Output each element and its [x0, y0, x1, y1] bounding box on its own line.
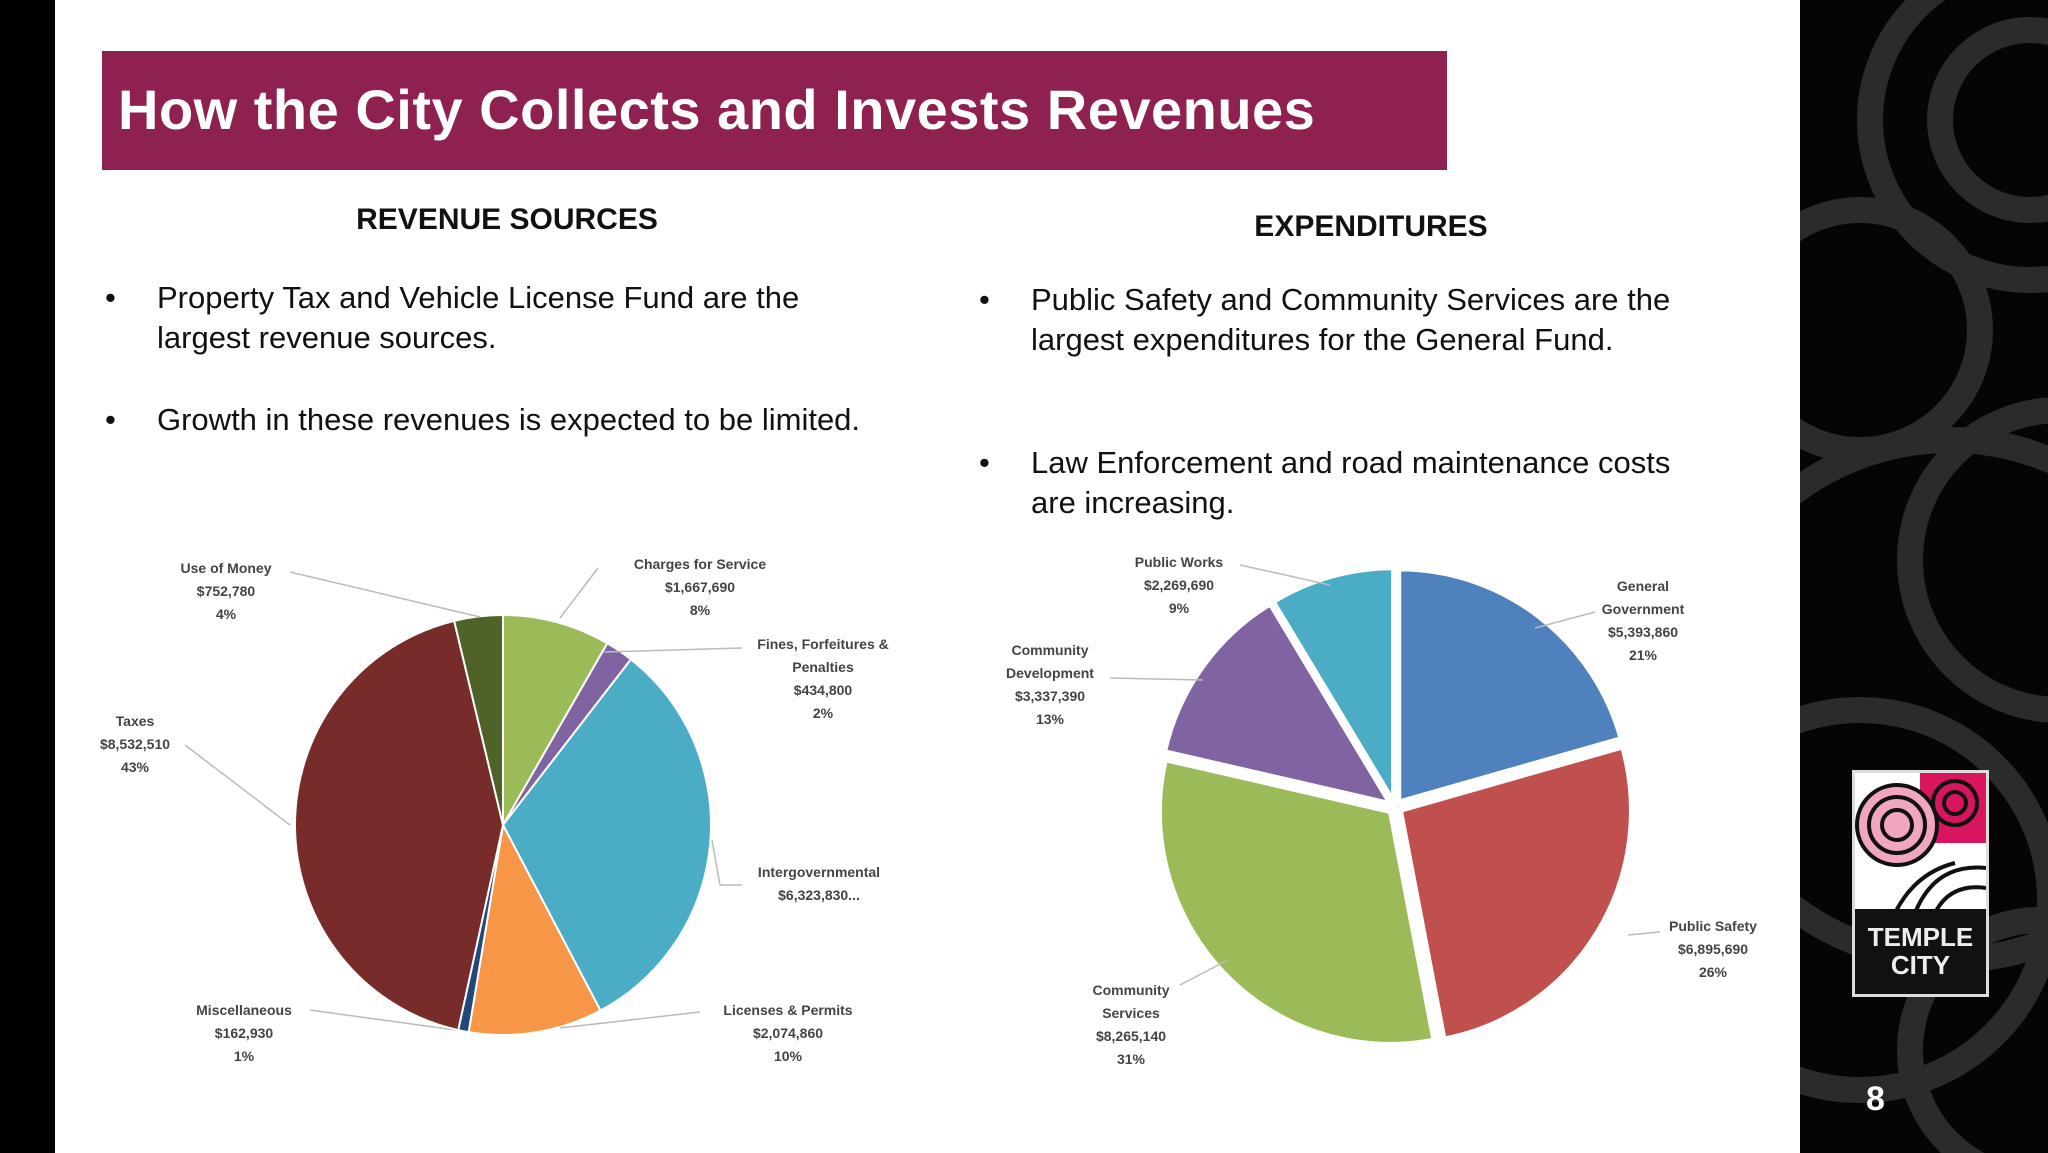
- data-label: Community Development $3,337,390 13%: [1006, 639, 1094, 731]
- pie-slice-community-development: [1162, 601, 1394, 806]
- data-label: Taxes $8,532,510 43%: [100, 710, 170, 779]
- label-value: $434,800: [793, 682, 853, 698]
- pie-charts: [184, 564, 1661, 1046]
- label-name: Government: [1601, 601, 1685, 617]
- label-value: $1,667,690: [664, 579, 736, 595]
- label-value: $6,895,690: [1677, 941, 1749, 957]
- bullet-text: Growth in these revenues is expected to …: [157, 402, 861, 437]
- label-value: $3,337,390: [1014, 688, 1086, 704]
- label-name: Community: [1011, 642, 1089, 658]
- leader-line: [184, 744, 291, 826]
- label-value: $2,269,690: [1143, 577, 1215, 593]
- label-value: $162,930: [214, 1025, 274, 1041]
- logo-text: TEMPLE CITY: [1855, 909, 1986, 994]
- label-value: $2,074,860: [752, 1025, 824, 1041]
- data-label: Licenses & Permits $2,074,860 10%: [723, 999, 852, 1068]
- label-name: Licenses & Permits: [723, 1002, 853, 1018]
- leader-line: [309, 1009, 456, 1031]
- label-percent: 8%: [689, 602, 711, 618]
- revenue-bullet: • Property Tax and Vehicle License Fund a…: [105, 280, 800, 355]
- leader-line: [711, 839, 742, 886]
- decorative-side-panel: [1800, 0, 2048, 1153]
- leader-line: [289, 571, 481, 618]
- data-label: General Government $5,393,860 21%: [1602, 575, 1684, 667]
- leader-line: [1627, 931, 1661, 936]
- label-percent: 26%: [1698, 964, 1728, 980]
- leader-line: [1109, 677, 1204, 681]
- pie-slice-licenses-permits: [467, 821, 602, 1036]
- label-percent: 2%: [812, 705, 834, 721]
- label-name: Intergovernmental: [757, 864, 881, 880]
- data-label: Intergovernmental $6,323,830...: [758, 861, 880, 907]
- pie-slice-taxes: [294, 619, 505, 1032]
- label-name: Taxes: [115, 713, 155, 729]
- label-name: Community: [1092, 982, 1170, 998]
- label-name: Development: [1006, 665, 1094, 681]
- bullet-text: Law Enforcement and road maintenance cos…: [1031, 445, 1671, 520]
- label-name: Charges for Service: [633, 556, 767, 572]
- page-title: How the City Collects and Invests Revenu…: [118, 78, 1316, 141]
- label-percent: 21%: [1628, 647, 1658, 663]
- revenue-bullet: • Growth in these revenues is expected to…: [105, 402, 861, 437]
- data-label: Public Safety $6,895,690 26%: [1669, 915, 1757, 984]
- leader-line: [1239, 564, 1331, 586]
- label-value: $6,323,830...: [778, 887, 860, 903]
- leader-line: [559, 1011, 701, 1029]
- label-name: Services: [1102, 1005, 1160, 1021]
- data-label: Public Works $2,269,690 9%: [1135, 551, 1223, 620]
- data-label: Miscellaneous $162,930 1%: [196, 999, 292, 1068]
- label-value: $752,780: [196, 583, 256, 599]
- pie-slice-charges-for-service: [502, 613, 609, 829]
- expenditures-heading: EXPENDITURES: [1254, 210, 1488, 243]
- pie-slice-general-government: [1397, 567, 1624, 805]
- label-percent: 9%: [1168, 600, 1190, 616]
- temple-city-logo: TEMPLE CITY: [1852, 770, 1989, 997]
- rose-logo-icon: [1855, 773, 1986, 913]
- page-number: 8: [1866, 1080, 1885, 1118]
- label-value: $8,532,510: [99, 736, 171, 752]
- pie-slice-community-services: [1157, 757, 1436, 1046]
- label-name: Miscellaneous: [196, 1002, 292, 1018]
- label-percent: 13%: [1035, 711, 1065, 727]
- label-name: Public Safety: [1669, 918, 1757, 934]
- label-percent: 1%: [233, 1048, 255, 1064]
- title-bar: How the City Collects and Invests Revenu…: [102, 51, 1447, 170]
- label-value: $5,393,860: [1607, 624, 1679, 640]
- label-name: Penalties: [792, 659, 854, 675]
- leader-line: [603, 647, 743, 653]
- data-label: Charges for Service $1,667,690 8%: [634, 553, 766, 622]
- pie-slice-public-safety: [1398, 745, 1633, 1041]
- expenditure-bullet: • Public Safety and Community Services ar…: [979, 282, 1671, 357]
- label-percent: 43%: [120, 759, 150, 775]
- data-label: Community Services $8,265,140 31%: [1093, 979, 1170, 1071]
- label-percent: 4%: [215, 606, 237, 622]
- label-name: Fines, Forfeitures &: [757, 636, 889, 652]
- label-name: General: [1616, 578, 1670, 594]
- leader-line: [1179, 959, 1229, 986]
- label-name: Use of Money: [180, 560, 272, 576]
- label-value: $8,265,140: [1095, 1028, 1167, 1044]
- data-label: Fines, Forfeitures & Penalties $434,800 2%: [757, 633, 888, 725]
- leader-line: [1534, 611, 1596, 629]
- label-name: Public Works: [1134, 554, 1224, 570]
- bullet-text: Property Tax and Vehicle License Fund ar…: [157, 280, 800, 355]
- bullet-text: Public Safety and Community Services are…: [1031, 282, 1671, 357]
- leader-line: [559, 567, 599, 619]
- pie-slice-public-works: [1271, 566, 1396, 808]
- expenditure-bullet: • Law Enforcement and road maintenance co…: [979, 445, 1671, 520]
- revenue-heading: REVENUE SOURCES: [356, 203, 658, 236]
- label-percent: 10%: [773, 1048, 803, 1064]
- label-percent: 31%: [1116, 1051, 1146, 1067]
- data-label: Use of Money $752,780 4%: [180, 557, 271, 626]
